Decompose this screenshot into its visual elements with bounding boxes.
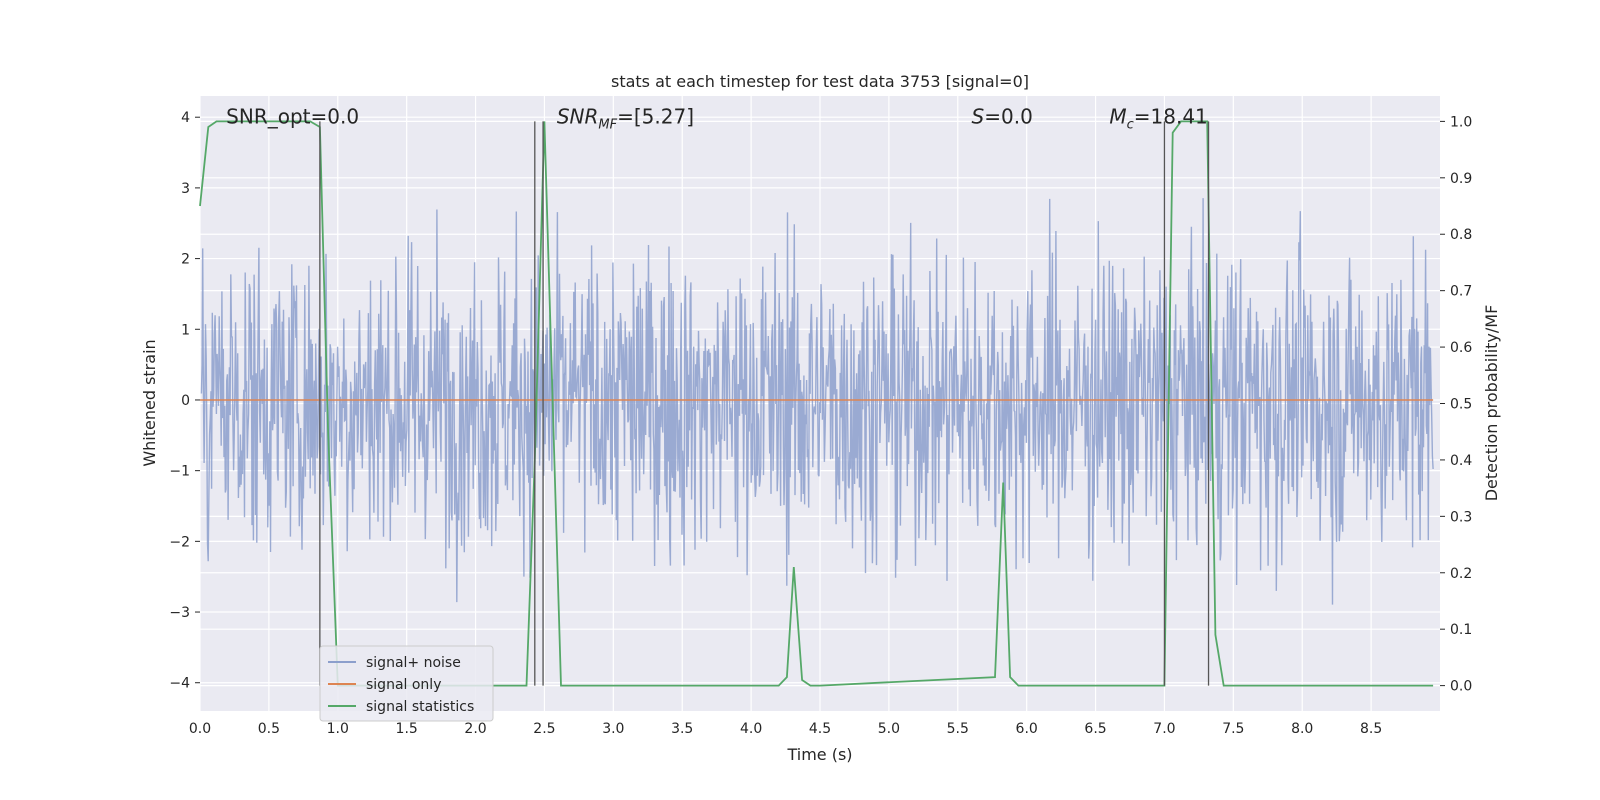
y-tick-label: −1 [169, 464, 190, 480]
y2-tick-label: 0.9 [1450, 171, 1472, 187]
annotation-sub: c [1127, 118, 1134, 133]
statistics-line [199, 120, 1434, 687]
x-axis-ticks: 0.0 0.5 1.0 1.5 2.0 2.5 3.0 3.5 4.0 4.5 5.0 5.5 6.0 6… [189, 721, 1382, 737]
y-tick-label: 1 [181, 322, 190, 338]
x-tick-label: 3.5 [671, 721, 693, 737]
y2-tick-label: 0.5 [1450, 397, 1472, 413]
y2-tick-label: 0.7 [1450, 284, 1472, 300]
x-tick-label: 2.0 [464, 721, 486, 737]
x-tick-label: 0.0 [189, 721, 211, 737]
annotation-value: =[5.27] [617, 105, 694, 129]
legend-label-statistics: signal statistics [366, 699, 474, 715]
annotation-base: SNR [557, 105, 599, 129]
x-tick-label: 3.0 [602, 721, 624, 737]
annotation-value: =0.0 [984, 105, 1033, 129]
x-tick-label: 0.5 [258, 721, 280, 737]
y2-axis-ticks: 0.0 0.1 0.2 0.3 0.4 0.5 0.6 0.7 0.8 0.9 1.0 [1440, 114, 1472, 695]
noise-line [200, 198, 1434, 605]
y-tick-label: 2 [181, 252, 190, 268]
x-tick-label: 7.5 [1222, 721, 1244, 737]
y2-tick-label: 0.1 [1450, 622, 1472, 638]
x-tick-label: 5.5 [947, 721, 969, 737]
annotation: S=0.0 [972, 105, 1033, 129]
y2-tick-label: 0.8 [1450, 227, 1472, 243]
annotation-base: S [972, 105, 985, 129]
x-tick-label: 5.0 [878, 721, 900, 737]
y-tick-label: 0 [181, 393, 190, 409]
y-axis-title: Whitened strain [140, 339, 159, 466]
x-tick-label: 8.5 [1360, 721, 1382, 737]
y-tick-label: 3 [181, 181, 190, 197]
signal-statistics-series [199, 120, 1434, 687]
x-tick-label: 8.0 [1291, 721, 1313, 737]
x-tick-label: 1.5 [396, 721, 418, 737]
x-tick-label: 1.0 [327, 721, 349, 737]
y-tick-label: −2 [169, 534, 190, 550]
annotation-value: =18.41 [1134, 105, 1208, 129]
y-tick-label: 4 [181, 110, 190, 126]
x-tick-label: 2.5 [533, 721, 555, 737]
x-axis-title: Time (s) [786, 745, 852, 764]
y-tick-label: −4 [169, 676, 190, 692]
y2-tick-label: 0.0 [1450, 679, 1472, 695]
y2-axis-title: Detection probability/MF [1482, 305, 1501, 502]
annotation: SNR_opt=0.0 [226, 105, 359, 129]
x-tick-label: 4.5 [809, 721, 831, 737]
legend: signal+ noise signal only signal statist… [319, 645, 494, 722]
chart-title: stats at each timestep for test data 375… [611, 72, 1029, 91]
annotation: Mc=18.41 [1109, 105, 1207, 133]
y2-tick-label: 0.2 [1450, 566, 1472, 582]
event-markers [319, 121, 1210, 686]
x-tick-label: 4.0 [740, 721, 762, 737]
legend-box [319, 645, 494, 722]
annotation-base: M [1109, 105, 1126, 129]
y-axis-ticks: −4 −3 −2 −1 0 1 2 3 4 [169, 110, 200, 692]
y-tick-label: −3 [169, 605, 190, 621]
y2-tick-label: 1.0 [1450, 114, 1472, 130]
x-tick-label: 6.0 [1016, 721, 1038, 737]
annotation-sub: MF [598, 118, 617, 133]
signal-noise-series [200, 198, 1434, 605]
x-tick-label: 6.5 [1084, 721, 1106, 737]
annotation: SNRMF=[5.27] [557, 105, 694, 133]
y2-tick-label: 0.3 [1450, 509, 1472, 525]
y2-tick-label: 0.6 [1450, 340, 1472, 356]
legend-label-signal: signal only [366, 677, 441, 693]
x-tick-label: 7.0 [1153, 721, 1175, 737]
annotations: SNR_opt=0.0 SNRMF=[5.27] S=0.0 Mc=18.41 [226, 105, 1208, 133]
legend-label-noise: signal+ noise [366, 655, 461, 671]
y2-tick-label: 0.4 [1450, 453, 1472, 469]
